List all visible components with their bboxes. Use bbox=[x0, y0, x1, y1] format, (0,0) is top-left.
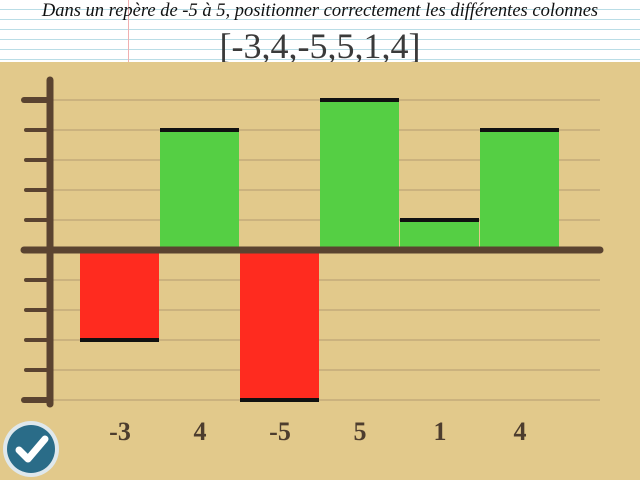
category-label: 1 bbox=[434, 417, 447, 446]
category-label: 5 bbox=[354, 417, 367, 446]
bar bbox=[480, 130, 559, 250]
instruction-text: Dans un repère de -5 à 5, positionner co… bbox=[41, 1, 599, 21]
bar bbox=[320, 100, 399, 250]
checkmark-icon bbox=[15, 435, 49, 463]
validate-button-face bbox=[7, 425, 55, 473]
category-label: -3 bbox=[109, 417, 131, 446]
notebook-margin-line bbox=[128, 0, 129, 62]
bar-chart: -3 4 -5 5 1 4 bbox=[20, 76, 604, 446]
validate-button[interactable] bbox=[3, 421, 59, 477]
bar bbox=[160, 130, 239, 250]
bar bbox=[80, 250, 159, 340]
bar bbox=[400, 220, 479, 250]
number-sequence: [-3,4,-5,5,1,4] bbox=[219, 26, 421, 62]
category-label: -5 bbox=[269, 417, 291, 446]
category-label: 4 bbox=[194, 417, 207, 446]
category-label: 4 bbox=[514, 417, 527, 446]
bar bbox=[240, 250, 319, 400]
header-notebook-strip: Dans un repère de -5 à 5, positionner co… bbox=[0, 0, 640, 62]
